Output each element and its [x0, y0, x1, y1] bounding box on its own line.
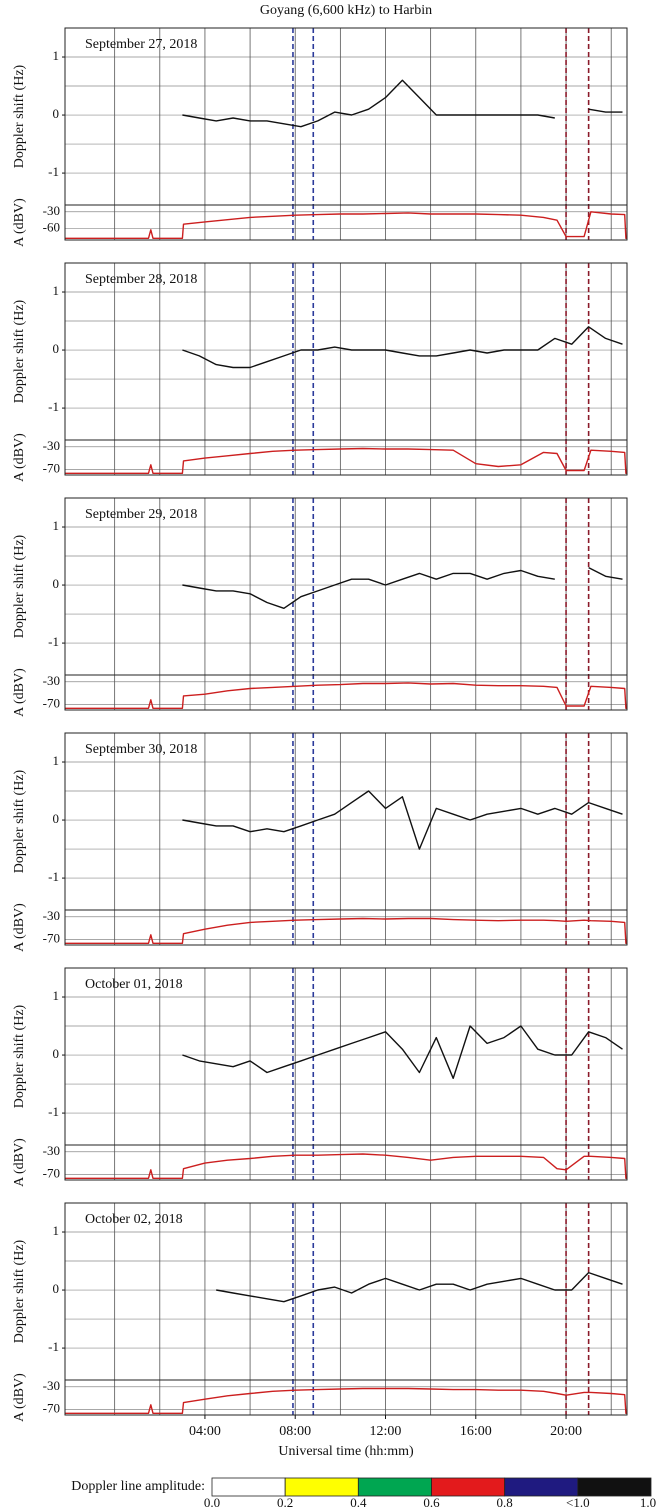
- x-tick-label: 04:00: [189, 1424, 221, 1439]
- y-tick-label: -30: [43, 438, 60, 453]
- y-tick-label: 0: [53, 576, 60, 591]
- data-line: [65, 1153, 627, 1179]
- x-tick-label: 12:00: [370, 1424, 402, 1439]
- panel-frame: [64, 497, 628, 676]
- y-tick-label: 1: [53, 988, 60, 1003]
- panel-frame: [64, 674, 628, 711]
- panel-date: October 01, 2018: [85, 977, 183, 992]
- y-tick-label: -30: [43, 908, 60, 923]
- data-line: [182, 790, 623, 850]
- colorbar-tick-label: 0.6: [423, 1495, 440, 1510]
- panel-frame: [64, 439, 628, 476]
- y-tick-label: -30: [43, 203, 60, 218]
- y-tick-label: -1: [48, 869, 59, 884]
- y-tick-label: 1: [53, 48, 60, 63]
- data-line: [216, 1271, 623, 1303]
- y-tick-label: 0: [53, 1046, 60, 1061]
- y-tick-label: -1: [48, 164, 59, 179]
- y-tick-label: -1: [48, 1339, 59, 1354]
- y-tick-label: -1: [48, 399, 59, 414]
- colorbar-tick-label: 0.0: [204, 1495, 220, 1510]
- colorbar-segment: [357, 1477, 432, 1497]
- panel-frame: [64, 262, 628, 441]
- data-line: [182, 1025, 623, 1079]
- colorbar-tick-label: 0.2: [277, 1495, 293, 1510]
- y-axis-label: Doppler shift (Hz): [12, 534, 27, 638]
- y-axis-label: A (dBV): [12, 433, 27, 482]
- y-tick-label: -70: [43, 460, 60, 475]
- data-line: [65, 447, 627, 474]
- panel-date: September 29, 2018: [85, 507, 197, 522]
- colorbar-tick-label: 1.0: [640, 1495, 656, 1510]
- panel-frame: [64, 1379, 628, 1416]
- figure-title: Goyang (6,600 kHz) to Harbin: [260, 3, 432, 18]
- y-axis-label: A (dBV): [12, 1138, 27, 1187]
- y-axis-label: Doppler shift (Hz): [12, 1239, 27, 1343]
- x-tick-label: 08:00: [279, 1424, 311, 1439]
- data-line: [182, 566, 623, 609]
- y-axis-label: Doppler shift (Hz): [12, 1004, 27, 1108]
- colorbar-segment: [284, 1477, 359, 1497]
- y-tick-label: 0: [53, 341, 60, 356]
- data-line: [65, 1387, 627, 1414]
- y-axis-label: Doppler shift (Hz): [12, 299, 27, 403]
- colorbar-tick-label: 0.4: [350, 1495, 367, 1510]
- y-tick-label: 1: [53, 753, 60, 768]
- y-tick-label: 0: [53, 1281, 60, 1296]
- y-tick-label: 1: [53, 1223, 60, 1238]
- data-line: [182, 79, 623, 128]
- y-axis-label: A (dBV): [12, 903, 27, 952]
- panel-frame: [64, 967, 628, 1146]
- colorbar-segment: [431, 1477, 506, 1497]
- y-axis-label: A (dBV): [12, 1373, 27, 1422]
- y-tick-label: -1: [48, 634, 59, 649]
- y-tick-label: -70: [43, 930, 60, 945]
- y-tick-label: 1: [53, 518, 60, 533]
- panel-frame: [64, 909, 628, 946]
- panel-frame: [64, 204, 628, 241]
- colorbar-tick-label: <1.0: [566, 1495, 590, 1510]
- panel-date: October 02, 2018: [85, 1212, 183, 1227]
- panel-date: September 30, 2018: [85, 742, 197, 757]
- colorbar-label: Doppler line amplitude:: [71, 1479, 205, 1494]
- y-tick-label: -30: [43, 673, 60, 688]
- y-tick-label: 0: [53, 811, 60, 826]
- y-tick-label: 0: [53, 106, 60, 121]
- y-axis-label: Doppler shift (Hz): [12, 64, 27, 168]
- y-tick-label: -30: [43, 1378, 60, 1393]
- colorbar-tick-label: 0.8: [497, 1495, 513, 1510]
- colorbar-segment: [577, 1477, 652, 1497]
- y-tick-label: -30: [43, 1143, 60, 1158]
- y-tick-label: -70: [43, 1400, 60, 1415]
- y-axis-label: Doppler shift (Hz): [12, 769, 27, 873]
- y-axis-label: A (dBV): [12, 198, 27, 247]
- x-tick-label: 16:00: [460, 1424, 492, 1439]
- data-line: [65, 211, 627, 239]
- panel-frame: [64, 1144, 628, 1181]
- data-line: [182, 326, 623, 369]
- y-tick-label: -1: [48, 1104, 59, 1119]
- colorbar-segment: [504, 1477, 579, 1497]
- y-tick-label: -60: [43, 220, 60, 235]
- x-axis-label: Universal time (hh:mm): [278, 1444, 414, 1459]
- data-line: [65, 917, 627, 944]
- colorbar-segment: [211, 1477, 286, 1497]
- data-line: [65, 682, 627, 709]
- y-tick-label: -70: [43, 1165, 60, 1180]
- y-tick-label: 1: [53, 283, 60, 298]
- y-axis-label: A (dBV): [12, 668, 27, 717]
- panel-frame: [64, 732, 628, 911]
- panel-date: September 28, 2018: [85, 272, 197, 287]
- x-tick-label: 20:00: [550, 1424, 582, 1439]
- panel-date: September 27, 2018: [85, 37, 197, 52]
- y-tick-label: -70: [43, 695, 60, 710]
